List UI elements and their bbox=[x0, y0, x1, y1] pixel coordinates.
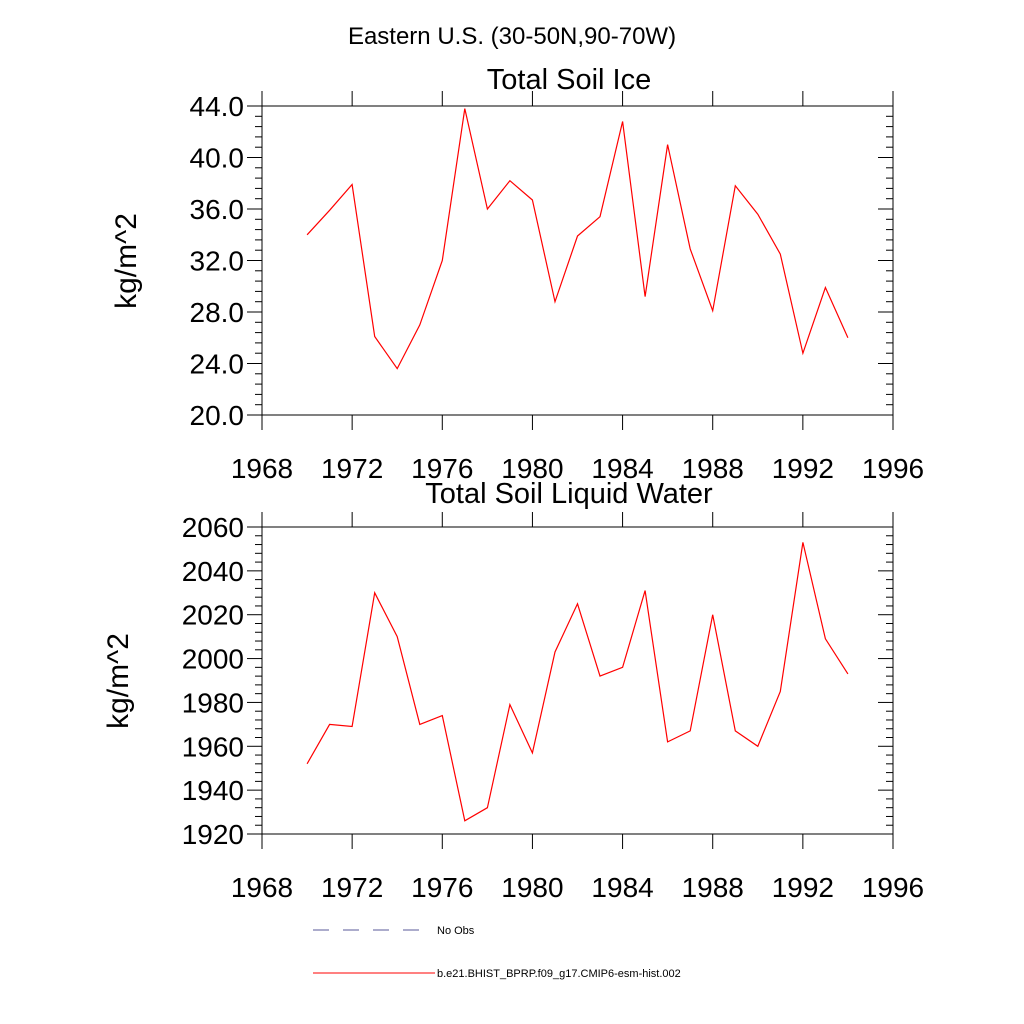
plot-frame bbox=[261, 526, 894, 835]
legend-label-model: b.e21.BHIST_BPRP.f09_g17.CMIP6-esm-hist.… bbox=[437, 968, 681, 980]
y-tick-label: 1960 bbox=[182, 731, 244, 762]
x-tick-label: 1984 bbox=[591, 872, 653, 903]
chart-total-soil-ice: Total Soil Ice kg/m^2 20.0 24.0 28.0 32.0 36… bbox=[110, 64, 924, 484]
x-tick-label: 1968 bbox=[231, 453, 293, 484]
y-axis-label: kg/m^2 bbox=[102, 633, 135, 729]
x-tick-label: 1988 bbox=[682, 453, 744, 484]
series-line bbox=[306, 542, 849, 822]
x-tick-label: 1972 bbox=[321, 453, 383, 484]
y-tick-label: 40.0 bbox=[190, 143, 245, 174]
x-tick-label: 1988 bbox=[682, 872, 744, 903]
y-tick-label: 1980 bbox=[182, 687, 244, 718]
x-tick-label: 1980 bbox=[501, 453, 563, 484]
y-tick-label: 2020 bbox=[182, 600, 244, 631]
legend-label-no-obs: No Obs bbox=[437, 925, 475, 937]
chart-title: Total Soil Liquid Water bbox=[425, 478, 713, 510]
legend: No Obs b.e21.BHIST_BPRP.f09_g17.CMIP6-es… bbox=[313, 925, 681, 980]
y-tick-label: 28.0 bbox=[190, 297, 245, 328]
x-tick-label: 1980 bbox=[501, 872, 563, 903]
y-tick-label: 2000 bbox=[182, 644, 244, 675]
y-axis-label: kg/m^2 bbox=[110, 213, 143, 309]
y-tick-label: 1940 bbox=[182, 775, 244, 806]
x-tick-label: 1976 bbox=[411, 453, 473, 484]
y-tick-label: 20.0 bbox=[190, 400, 245, 431]
x-tick-label: 1976 bbox=[411, 872, 473, 903]
x-tick-label: 1972 bbox=[321, 872, 383, 903]
y-tick-label: 2060 bbox=[182, 512, 244, 543]
figure-title: Eastern U.S. (30-50N,90-70W) bbox=[348, 23, 676, 50]
plot-frame bbox=[261, 105, 894, 416]
y-tick-label: 2040 bbox=[182, 556, 244, 587]
chart-total-soil-liquid-water: Total Soil Liquid Water kg/m^2 1920 1940 1… bbox=[102, 478, 924, 903]
y-tick-label: 24.0 bbox=[190, 349, 245, 380]
y-tick-label: 32.0 bbox=[190, 246, 245, 277]
series-line bbox=[306, 108, 849, 370]
x-tick-label: 1984 bbox=[591, 453, 653, 484]
chart-title: Total Soil Ice bbox=[487, 64, 651, 96]
x-tick-label: 1992 bbox=[772, 453, 834, 484]
x-tick-label: 1992 bbox=[772, 872, 834, 903]
x-tick-label: 1968 bbox=[231, 872, 293, 903]
y-tick-label: 36.0 bbox=[190, 194, 245, 225]
y-tick-label: 44.0 bbox=[190, 91, 245, 122]
y-tick-label: 1920 bbox=[182, 819, 244, 850]
x-tick-label: 1996 bbox=[862, 453, 924, 484]
x-tick-label: 1996 bbox=[862, 872, 924, 903]
